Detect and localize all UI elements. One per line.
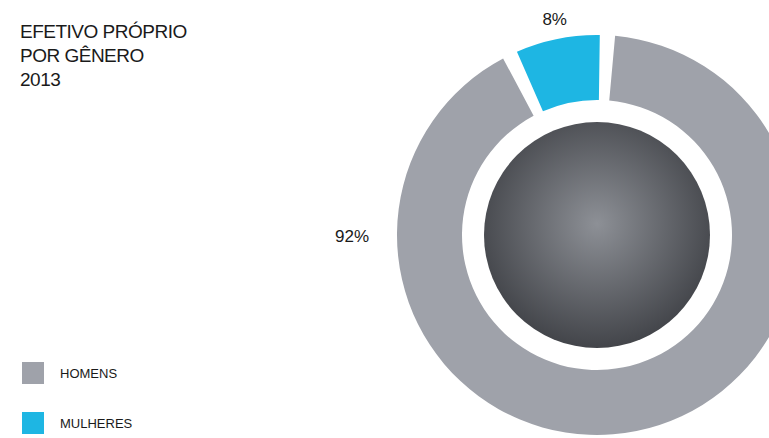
legend: HOMENS MULHERES: [22, 362, 133, 434]
legend-label: MULHERES: [60, 416, 133, 431]
legend-label: HOMENS: [60, 366, 117, 381]
legend-swatch: [22, 412, 44, 434]
center-image: [484, 122, 710, 348]
slices: [397, 35, 769, 435]
data-labels: 92% 8%: [335, 10, 567, 246]
subtitle: 2013: [20, 68, 60, 92]
slice: [397, 36, 769, 435]
data-label: 8%: [542, 10, 567, 29]
slice: [517, 35, 600, 111]
chart: 92% 8% HOMENS MULHERES: [0, 0, 769, 438]
legend-swatch: [22, 362, 44, 384]
data-label: 92%: [335, 227, 369, 246]
title: EFETIVO PRÓPRIO POR GÊNERO: [20, 20, 205, 68]
